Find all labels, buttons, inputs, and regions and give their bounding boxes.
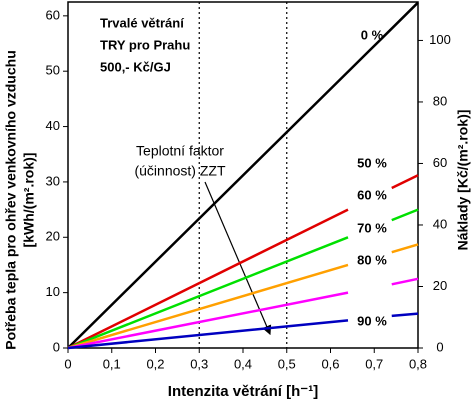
data-line	[67, 208, 419, 350]
y-axis-label: Potřeba tepla pro ohřev venkovního vzduc…	[3, 50, 19, 350]
annotation: Teplotní faktor	[136, 143, 224, 159]
series-label: 70 %	[357, 220, 387, 235]
x-tick-label: 0,4	[234, 356, 252, 371]
y2-tick-label: 0	[436, 339, 443, 354]
y2-tick-label: 20	[433, 278, 447, 293]
x-tick-label: 0,7	[365, 356, 383, 371]
x-tick-label: 0,1	[103, 356, 121, 371]
series-label: 80 %	[357, 252, 387, 267]
annotation-arrow	[204, 181, 272, 336]
y-tick-label: 20	[46, 229, 60, 244]
data-line	[67, 174, 419, 350]
y-tick-label: 30	[46, 173, 60, 188]
x-tick-label: 0,3	[190, 356, 208, 371]
y-tick-label: 60	[46, 7, 60, 22]
y2-tick-label: 60	[433, 155, 447, 170]
series-label: 0 %	[361, 27, 384, 42]
x-tick-label: 0	[64, 356, 71, 371]
y2-tick-label: 80	[433, 93, 447, 108]
y2-tick-label: 40	[433, 216, 447, 231]
info-text: TRY pro Prahu	[100, 37, 190, 52]
series-label: 60 %	[357, 187, 387, 202]
x-tick-label: 0,2	[146, 356, 164, 371]
x-axis-label: Intenzita větrání [h⁻¹]	[168, 383, 318, 400]
y-tick-label: 40	[46, 118, 60, 133]
series-label: 50 %	[357, 155, 387, 170]
x-tick-label: 0,6	[321, 356, 339, 371]
x-tick-label: 0,8	[409, 356, 427, 371]
data-line	[67, 312, 419, 350]
annotation: (účinnost) ZZT	[134, 163, 225, 179]
y-tick-label: 0	[53, 339, 60, 354]
y-tick-label: 50	[46, 63, 60, 78]
info-text: 500,- Kč/GJ	[100, 59, 171, 74]
data-line	[67, 277, 419, 350]
series-label: 90 %	[357, 313, 387, 328]
y2-tick-label: 100	[429, 32, 451, 47]
y-axis-label: [kWh/(m².rok)]	[21, 153, 37, 248]
data-line	[67, 243, 419, 350]
y-tick-label: 10	[46, 284, 60, 299]
x-tick-label: 0,5	[278, 356, 296, 371]
info-text: Trvalé větrání	[100, 15, 184, 30]
y2-axis-label: Náklady [Kč/(m².rok)]	[455, 110, 471, 251]
data-line	[67, 1, 419, 349]
